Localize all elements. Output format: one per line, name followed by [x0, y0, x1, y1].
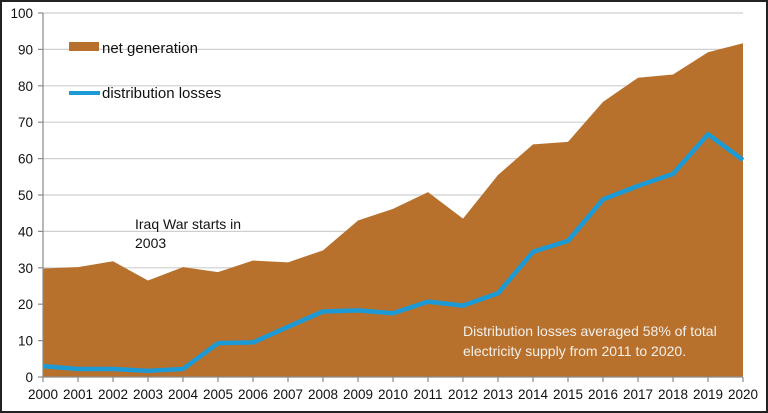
y-tick-label: 20 — [18, 297, 33, 312]
x-tick-label: 2004 — [168, 387, 199, 402]
y-tick-label: 100 — [10, 6, 33, 21]
legend: net generation distribution losses — [69, 40, 221, 102]
x-tick-label: 2005 — [203, 387, 233, 402]
x-axis-ticks: 2000 2001 2002 2003 2004 2005 2006 2007 2008 2009… — [28, 377, 758, 402]
x-tick-label: 2020 — [728, 387, 758, 402]
x-tick-label: 2001 — [63, 387, 93, 402]
x-tick-label: 2008 — [308, 387, 338, 402]
legend-label-distribution-losses: distribution losses — [102, 85, 221, 102]
y-tick-label: 50 — [18, 188, 33, 203]
annotation-losses-line-1: Distribution losses averaged 58% of tota… — [463, 323, 717, 339]
x-tick-label: 2010 — [378, 387, 408, 402]
x-tick-label: 2007 — [273, 387, 303, 402]
y-tick-label: 90 — [18, 42, 33, 57]
annotation-distribution-losses: Distribution losses averaged 58% of tota… — [463, 323, 717, 359]
x-tick-label: 2009 — [343, 387, 373, 402]
distribution-losses-line — [42, 131, 745, 374]
x-tick-label: 2016 — [588, 387, 618, 402]
x-tick-label: 2011 — [413, 387, 442, 402]
x-tick-label: 2014 — [518, 387, 549, 402]
y-tick-label: 40 — [18, 224, 33, 239]
legend-label-net-generation: net generation — [102, 40, 198, 57]
x-tick-label: 2018 — [658, 387, 688, 402]
annotation-iraq-line-1: Iraq War starts in — [135, 216, 241, 232]
y-tick-label: 10 — [18, 334, 33, 349]
x-tick-label: 2002 — [98, 387, 128, 402]
y-tick-label: 80 — [18, 79, 33, 94]
legend-swatch-net-generation — [69, 42, 99, 51]
annotation-iraq-line-2: 2003 — [135, 235, 166, 251]
x-tick-label: 2000 — [28, 387, 58, 402]
x-tick-label: 2019 — [693, 387, 723, 402]
annotation-iraq-war: Iraq War starts in 2003 — [135, 216, 241, 251]
x-tick-label: 2003 — [133, 387, 163, 402]
x-tick-label: 2013 — [483, 387, 513, 402]
x-tick-label: 2017 — [623, 387, 653, 402]
y-tick-label: 30 — [18, 261, 33, 276]
x-tick-label: 2006 — [238, 387, 268, 402]
y-axis-ticks: 0 10 20 30 40 50 60 70 80 90 100 — [10, 6, 43, 385]
annotation-losses-line-2: electricity supply from 2011 to 2020. — [463, 343, 686, 359]
y-tick-label: 70 — [18, 115, 33, 130]
y-tick-label: 60 — [18, 152, 33, 167]
y-tick-label: 0 — [25, 370, 33, 385]
x-tick-label: 2015 — [553, 387, 583, 402]
x-tick-label: 2012 — [448, 387, 478, 402]
net-generation-area — [43, 43, 743, 377]
